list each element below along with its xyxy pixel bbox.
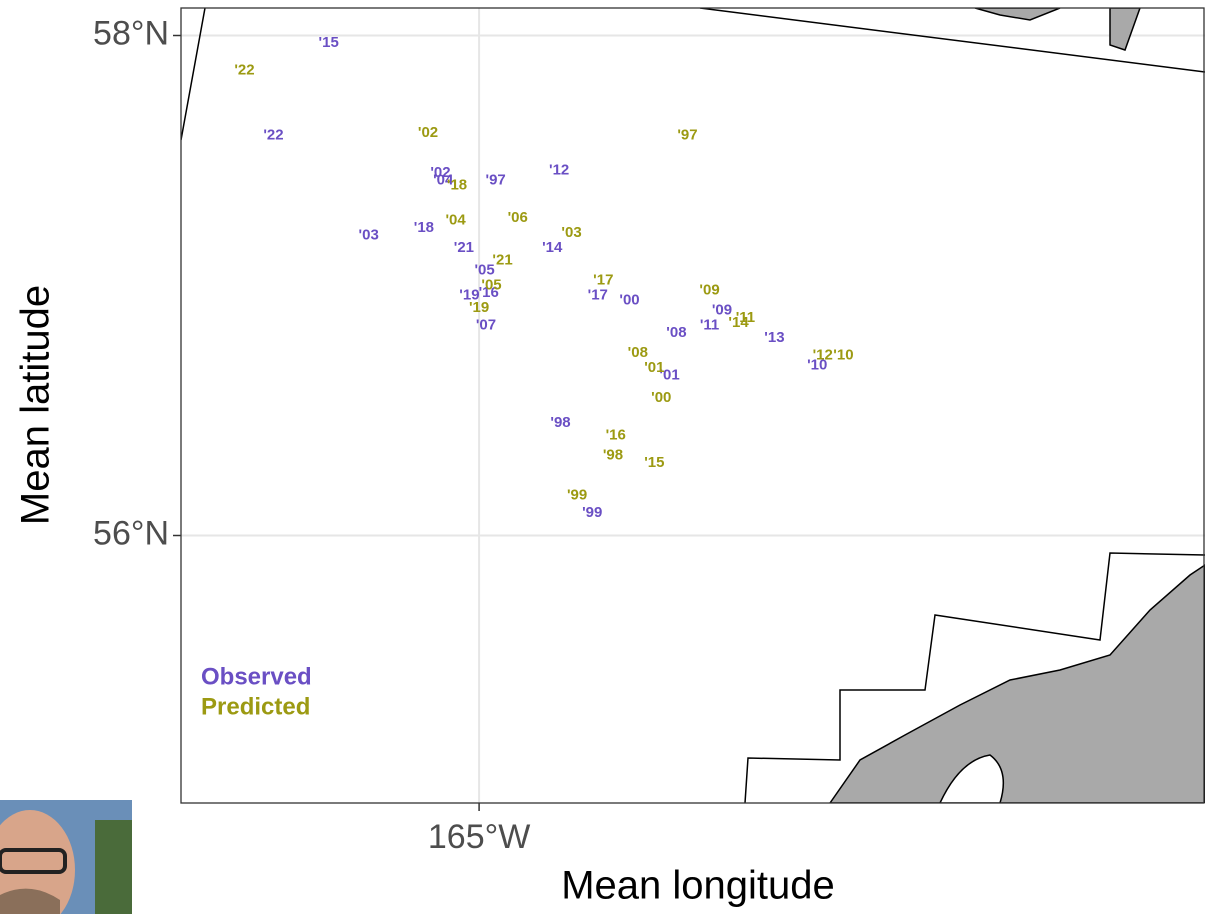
- point-label: '14: [728, 314, 749, 331]
- point-label: '00: [651, 389, 671, 406]
- point-label: '22: [263, 126, 283, 143]
- point-label: '97: [486, 171, 506, 188]
- chart: '15 '22 '02 '04 '97 '12 '03 '18 '21 '14 '05 '19 '16 '…: [0, 0, 1205, 914]
- x-tick-label: 165°W: [428, 818, 530, 856]
- point-label: '01: [644, 359, 664, 376]
- y-tick-label: 56°N: [93, 514, 169, 552]
- photo-tree: [95, 820, 132, 914]
- land-mass: [830, 565, 1205, 803]
- point-label: '22: [234, 61, 254, 78]
- point-label: '00: [619, 291, 639, 308]
- point-label: '18: [447, 176, 467, 193]
- point-label: '99: [567, 486, 587, 503]
- point-label: '16: [606, 426, 626, 443]
- point-label: '02: [418, 124, 438, 141]
- point-label: '14: [542, 239, 563, 256]
- x-axis-title: Mean longitude: [561, 864, 835, 908]
- point-label: '97: [677, 126, 697, 143]
- y-axis-title: Mean latitude: [14, 285, 58, 525]
- point-label: '03: [561, 224, 581, 241]
- point-label: '12: [813, 346, 833, 363]
- labels-layer: '15 '22 '02 '04 '97 '12 '03 '18 '21 '14 '05 '19 '16 '…: [234, 34, 853, 521]
- point-label: '98: [550, 414, 570, 431]
- point-label: '15: [319, 34, 339, 51]
- point-label: '21: [454, 239, 474, 256]
- page: '15 '22 '02 '04 '97 '12 '03 '18 '21 '14 '05 '19 '16 '…: [0, 0, 1205, 914]
- point-label: '05: [481, 276, 501, 293]
- point-label: '99: [582, 504, 602, 521]
- point-label: '13: [764, 329, 784, 346]
- photo: [0, 800, 132, 914]
- point-label: '07: [476, 316, 496, 333]
- point-label: '06: [508, 209, 528, 226]
- point-label: '10: [833, 346, 853, 363]
- point-label: '19: [469, 299, 489, 316]
- point-label: '04: [445, 211, 466, 228]
- boundary: [181, 8, 1205, 140]
- island: [975, 8, 1140, 50]
- y-tick-label: 58°N: [93, 14, 169, 52]
- point-label: '11: [700, 316, 719, 333]
- point-label: '09: [699, 281, 719, 298]
- point-label: '03: [359, 226, 379, 243]
- point-label: '15: [644, 454, 664, 471]
- point-label: '12: [549, 161, 569, 178]
- point-label: '17: [593, 271, 613, 288]
- point-label: '98: [603, 446, 623, 463]
- legend-entry: Predicted: [201, 693, 310, 720]
- point-label: '17: [588, 286, 608, 303]
- point-label: '18: [414, 219, 434, 236]
- legend-entry: Observed: [201, 663, 312, 690]
- point-label: '08: [666, 324, 686, 341]
- point-label: '21: [492, 251, 512, 268]
